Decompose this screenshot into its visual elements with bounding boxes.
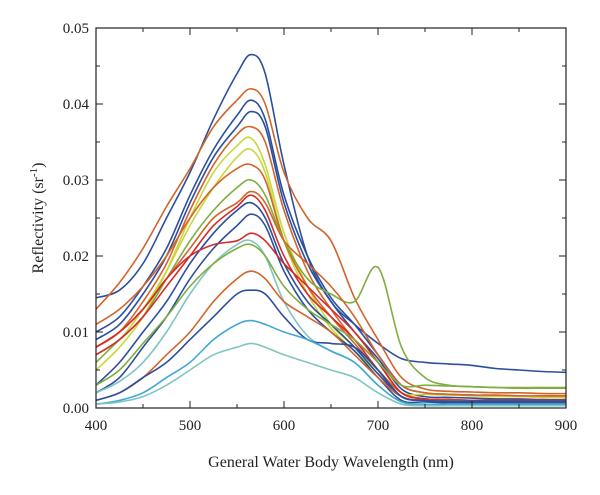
x-tick-label-800: 800	[461, 418, 484, 434]
series-line-3	[95, 99, 567, 398]
series-line-5	[95, 125, 567, 403]
y-axis-title: Reflectivity (sr-1)	[28, 163, 47, 274]
series-line-2	[95, 87, 567, 395]
x-axis-title: General Water Body Wavelength (nm)	[208, 454, 454, 471]
x-tick-label-700: 700	[367, 418, 390, 434]
x-tick-label-500: 500	[179, 418, 202, 434]
y-axis-title-main: Reflectivity (sr	[30, 176, 47, 273]
y-axis-title-superscript: -1	[28, 168, 40, 177]
x-tick-label-600: 600	[273, 418, 296, 434]
series-line-19	[95, 342, 566, 407]
y-tick-label-0.05: 0.05	[63, 21, 89, 37]
series-layer	[95, 53, 567, 407]
x-tick-label-900: 900	[555, 418, 578, 434]
series-line-20	[95, 243, 566, 389]
y-tick-label-0.04: 0.04	[63, 97, 90, 113]
series-line-17	[95, 289, 566, 403]
series-line-8	[95, 163, 566, 402]
y-tick-label-0.01: 0.01	[63, 325, 89, 341]
axis-layer: 400 500 600 700 800 900 0.00 0.01 0.02 0.03 0.04 0.…	[63, 21, 578, 434]
series-line-10	[95, 190, 566, 397]
series-line-1	[95, 53, 567, 374]
series-line-13	[95, 213, 566, 405]
series-line-9	[95, 178, 566, 390]
y-tick-label-0.03: 0.03	[63, 173, 89, 189]
y-tick-label-0.00: 0.00	[63, 401, 89, 417]
series-line-16	[95, 270, 566, 403]
y-tick-label-0.02: 0.02	[63, 249, 89, 265]
x-tick-label-400: 400	[85, 418, 108, 434]
y-axis-title-close: )	[30, 163, 47, 168]
series-line-18	[95, 319, 566, 406]
series-line-4	[95, 110, 567, 401]
series-line-6	[95, 136, 567, 399]
